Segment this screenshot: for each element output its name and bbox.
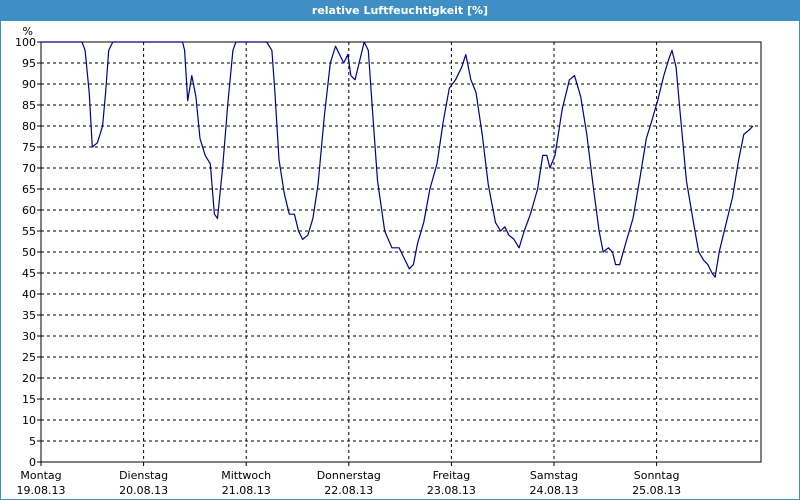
x-tick-label-date: 23.08.13 xyxy=(427,484,476,497)
y-tick-label: 0 xyxy=(29,456,36,469)
x-tick-label-day: Donnerstag xyxy=(317,469,381,482)
y-tick-label: 45 xyxy=(22,267,36,280)
y-tick-label: 40 xyxy=(22,288,36,301)
y-tick-label: 10 xyxy=(22,414,36,427)
x-tick-label-day: Mittwoch xyxy=(221,469,271,482)
y-tick-label: 95 xyxy=(22,57,36,70)
y-tick-label: 90 xyxy=(22,78,36,91)
y-tick-label: 85 xyxy=(22,99,36,112)
chart-title: relative Luftfeuchtigkeit [%] xyxy=(1,1,799,21)
y-tick-label: 35 xyxy=(22,309,36,322)
x-tick-label-day: Samstag xyxy=(530,469,578,482)
y-tick-label: 50 xyxy=(22,246,36,259)
y-tick-label: 5 xyxy=(29,435,36,448)
y-axis-label: % xyxy=(23,25,33,38)
x-tick-label-date: 22.08.13 xyxy=(324,484,373,497)
y-tick-label: 25 xyxy=(22,351,36,364)
y-tick-label: 80 xyxy=(22,120,36,133)
x-tick-label-date: 19.08.13 xyxy=(17,484,66,497)
y-tick-label: 30 xyxy=(22,330,36,343)
x-tick-label-day: Montag xyxy=(20,469,61,482)
y-tick-label: 60 xyxy=(22,204,36,217)
x-tick-label-day: Dienstag xyxy=(119,469,168,482)
humidity-line-chart: 0 5 10 15 20 25 30 35 40 45 50 55 60 65 70 75 80 85 90 95 10… xyxy=(15,25,762,497)
y-tick-label: 75 xyxy=(22,141,36,154)
x-tick-label-day: Sonntag xyxy=(634,469,680,482)
x-tick-label-date: 21.08.13 xyxy=(222,484,271,497)
humidity-series-line xyxy=(41,41,754,278)
x-tick-label-day: Freitag xyxy=(433,469,471,482)
y-tick-label: 65 xyxy=(22,183,36,196)
y-tick-label: 100 xyxy=(15,36,36,49)
y-tick-label: 20 xyxy=(22,372,36,385)
y-tick-label: 70 xyxy=(22,162,36,175)
x-tick-label-date: 25.08.13 xyxy=(632,484,681,497)
x-tick-label-date: 24.08.13 xyxy=(530,484,579,497)
y-tick-label: 55 xyxy=(22,225,36,238)
x-tick-label-date: 20.08.13 xyxy=(119,484,168,497)
y-tick-label: 15 xyxy=(22,393,36,406)
